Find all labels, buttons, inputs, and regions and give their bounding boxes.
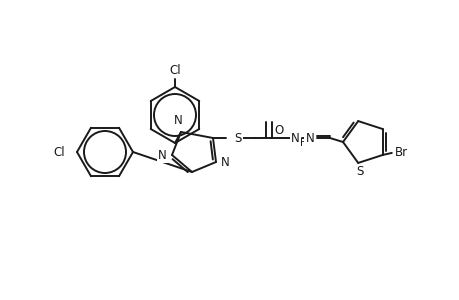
Text: Br: Br — [394, 146, 407, 159]
Text: S: S — [356, 165, 363, 178]
Text: O: O — [274, 124, 283, 137]
Text: N: N — [305, 131, 313, 145]
Text: N: N — [220, 155, 229, 169]
Text: N: N — [291, 131, 299, 145]
Text: S: S — [234, 131, 241, 145]
Text: N: N — [173, 114, 182, 127]
Text: H: H — [299, 138, 307, 148]
Text: N: N — [158, 148, 167, 161]
Text: Cl: Cl — [53, 146, 65, 158]
Text: Cl: Cl — [169, 64, 180, 77]
